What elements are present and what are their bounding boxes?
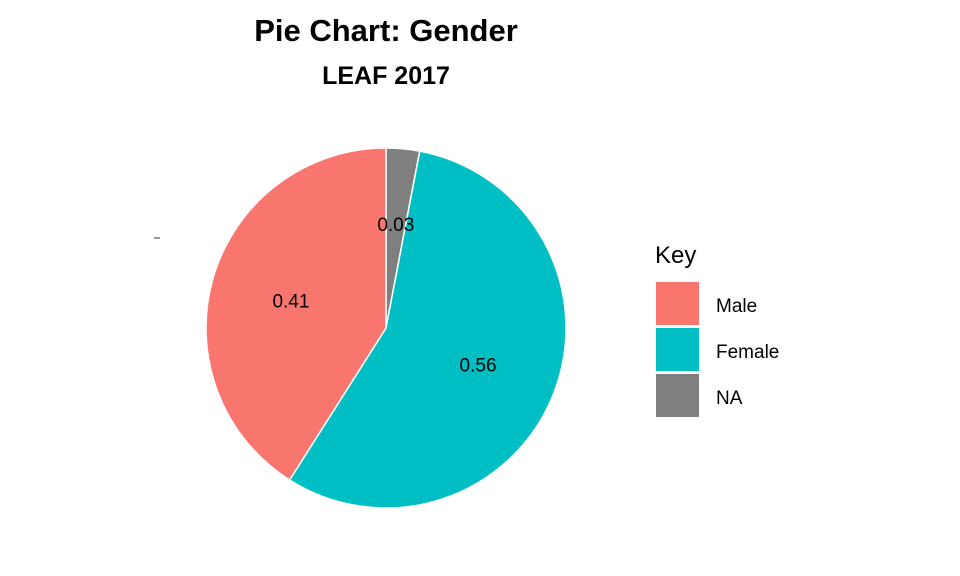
pie-slice-female (288, 150, 567, 509)
legend-entries: Male Female NA (656, 282, 779, 417)
legend-label-female: Female (716, 342, 779, 363)
pie-slices (205, 147, 567, 509)
chart-title: Pie Chart: Gender (254, 13, 518, 48)
chart-subtitle: LEAF 2017 (322, 62, 450, 90)
pie-slice-labels: 0.03 0.56 0.41 (272, 215, 496, 376)
legend-swatch-na (656, 374, 699, 417)
legend-label-na: NA (716, 388, 743, 409)
legend-title: Key (655, 242, 696, 269)
legend-label-male: Male (716, 296, 757, 317)
legend: Key Male Female NA (655, 242, 779, 417)
slice-label-female: 0.56 (460, 355, 497, 376)
pie-slice-male (205, 147, 387, 482)
slice-label-na: 0.03 (377, 215, 414, 236)
legend-swatch-male (656, 282, 699, 325)
slice-label-male: 0.41 (272, 291, 309, 312)
legend-swatch-female (656, 328, 699, 371)
